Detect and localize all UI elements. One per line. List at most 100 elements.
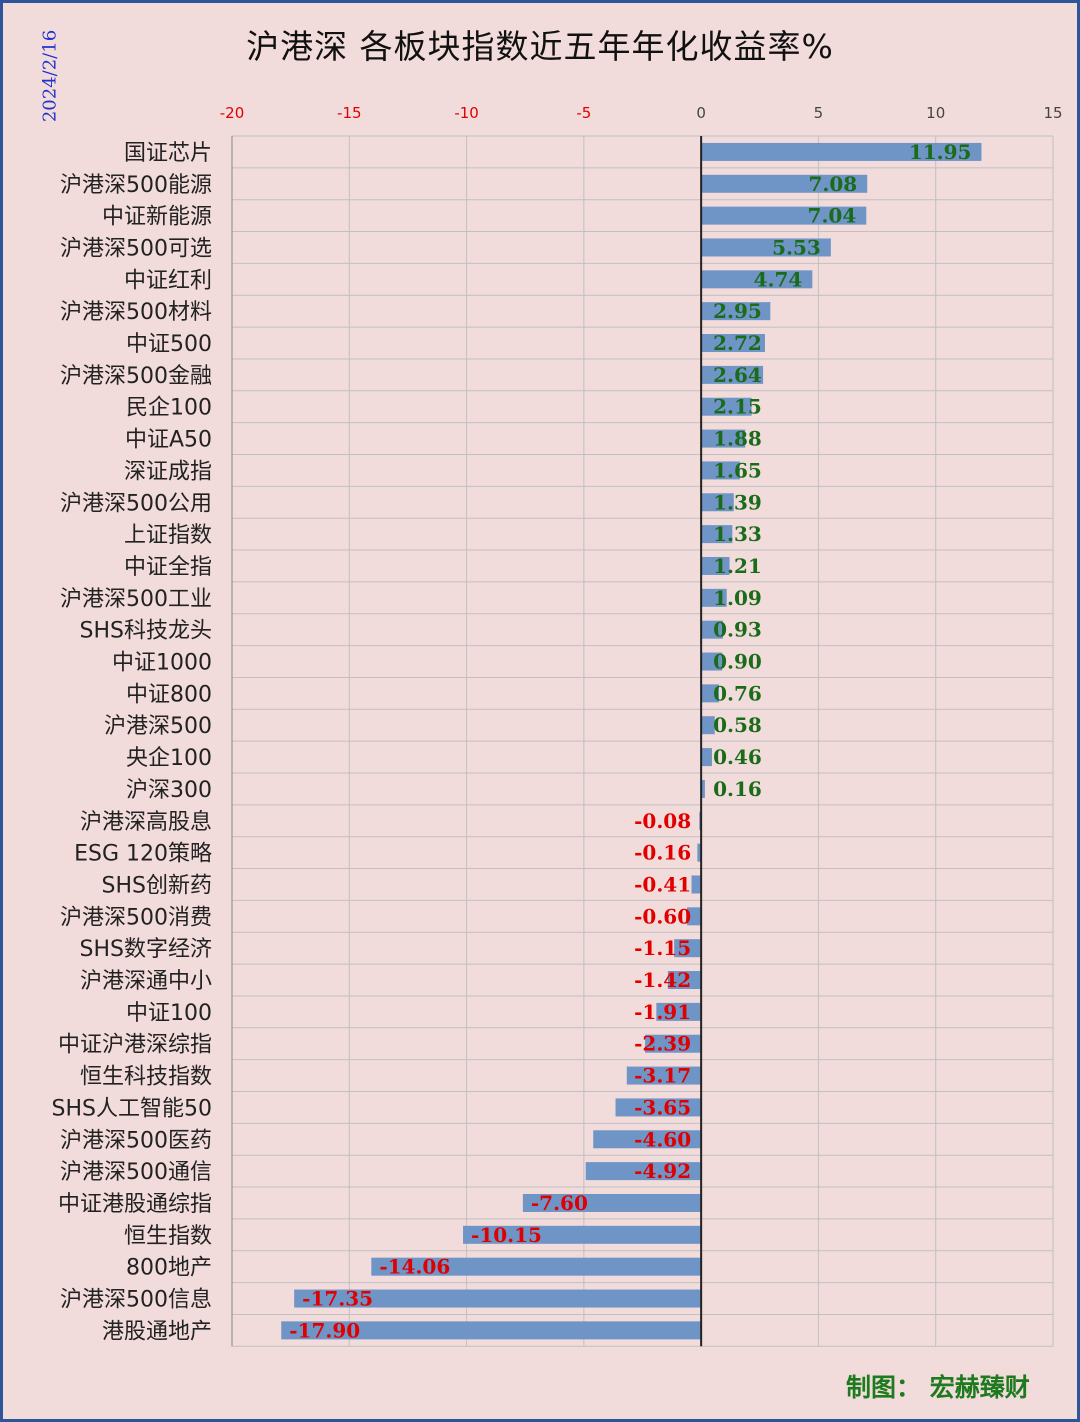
bar bbox=[701, 302, 771, 321]
bar bbox=[701, 397, 752, 416]
data-label: 2.15 bbox=[713, 395, 762, 419]
x-tick-label: 0 bbox=[696, 104, 706, 122]
category-label: 上证指数 bbox=[124, 523, 212, 548]
chart-credit: 制图： 宏赫臻财 bbox=[846, 1373, 1030, 1402]
data-label: 1.65 bbox=[713, 458, 762, 482]
data-label: 1.21 bbox=[713, 554, 762, 578]
category-label: SHS科技龙头 bbox=[80, 619, 212, 644]
bar bbox=[701, 174, 868, 193]
bar bbox=[701, 461, 740, 480]
bar bbox=[701, 716, 715, 735]
data-label: -0.60 bbox=[634, 904, 691, 928]
bar bbox=[701, 206, 867, 225]
bar bbox=[701, 270, 813, 289]
category-label: 恒生指数 bbox=[124, 1224, 212, 1249]
category-label: ESG 120策略 bbox=[74, 842, 212, 867]
category-label: SHS人工智能50 bbox=[52, 1096, 212, 1121]
bar bbox=[687, 907, 702, 926]
category-label: 沪港深500工业 bbox=[60, 587, 212, 612]
category-label: 沪港深500信息 bbox=[60, 1288, 212, 1313]
category-label: 港股通地产 bbox=[102, 1319, 212, 1344]
data-label: -1.15 bbox=[634, 936, 691, 960]
data-label: 2.95 bbox=[713, 299, 762, 323]
data-label: 0.76 bbox=[713, 681, 762, 705]
data-label: -1.42 bbox=[634, 968, 691, 992]
data-label: 0.58 bbox=[713, 713, 762, 737]
bar bbox=[585, 1162, 702, 1181]
bar bbox=[701, 334, 765, 353]
bar bbox=[626, 1066, 702, 1085]
category-label: SHS创新药 bbox=[102, 873, 212, 898]
category-label: 中证沪港深综指 bbox=[58, 1033, 212, 1058]
data-label: -2.39 bbox=[634, 1032, 691, 1056]
category-label: 中证红利 bbox=[124, 268, 212, 293]
category-label: 沪港深500公用 bbox=[60, 491, 212, 516]
category-label: 沪港深500消费 bbox=[60, 905, 212, 930]
data-label: 4.74 bbox=[754, 267, 803, 291]
data-label: 2.72 bbox=[713, 331, 762, 355]
x-tick-label: -10 bbox=[454, 104, 479, 122]
data-label: 0.46 bbox=[713, 745, 762, 769]
x-tick-label: 15 bbox=[1043, 104, 1062, 122]
bar bbox=[615, 1098, 702, 1117]
category-label: 中证800 bbox=[126, 682, 212, 707]
category-label: 中证1000 bbox=[112, 651, 212, 676]
category-label: 中证新能源 bbox=[102, 205, 212, 230]
x-tick-label: 5 bbox=[814, 104, 824, 122]
bar bbox=[691, 875, 702, 894]
bar bbox=[701, 684, 719, 703]
bar bbox=[701, 365, 764, 384]
bar bbox=[674, 939, 702, 958]
data-label: -0.16 bbox=[634, 841, 691, 865]
category-label: 800地产 bbox=[126, 1256, 212, 1281]
bar bbox=[667, 971, 702, 990]
bar bbox=[371, 1257, 702, 1276]
bar bbox=[701, 588, 727, 607]
bar bbox=[701, 779, 705, 798]
data-label: -3.17 bbox=[634, 1064, 691, 1088]
bar bbox=[701, 142, 982, 161]
category-label: 国证芯片 bbox=[124, 141, 212, 166]
category-label: 中证全指 bbox=[124, 555, 212, 580]
category-label: 沪港深500 bbox=[104, 714, 212, 739]
bar bbox=[645, 1034, 702, 1053]
data-label: 7.08 bbox=[809, 172, 858, 196]
bar bbox=[701, 652, 723, 671]
data-label: -4.92 bbox=[634, 1159, 691, 1183]
data-label: 0.16 bbox=[713, 777, 762, 801]
data-label: -7.60 bbox=[531, 1191, 588, 1215]
category-label: SHS数字经济 bbox=[80, 937, 212, 962]
bar bbox=[701, 748, 712, 767]
data-label: 1.33 bbox=[713, 522, 762, 546]
data-label: 1.39 bbox=[713, 490, 762, 514]
bar bbox=[522, 1193, 702, 1212]
data-label: 0.90 bbox=[713, 650, 762, 674]
data-label: 1.88 bbox=[713, 427, 762, 451]
category-label: 沪港深500可选 bbox=[60, 236, 212, 261]
data-label: -10.15 bbox=[471, 1223, 542, 1247]
category-label: 中证100 bbox=[126, 1001, 212, 1026]
category-label: 沪港深通中小 bbox=[80, 969, 212, 994]
category-label: 沪港深500材料 bbox=[60, 300, 212, 325]
bar bbox=[593, 1130, 702, 1149]
x-tick-label: -5 bbox=[576, 104, 591, 122]
category-label: 沪港深高股息 bbox=[80, 810, 212, 835]
bar bbox=[656, 1002, 702, 1021]
x-tick-label: 10 bbox=[926, 104, 945, 122]
data-label: 7.04 bbox=[808, 204, 857, 228]
x-tick-label: -20 bbox=[220, 104, 245, 122]
data-label: 5.53 bbox=[772, 235, 821, 259]
category-label: 沪港深500金融 bbox=[60, 364, 212, 389]
data-label: 2.64 bbox=[713, 363, 762, 387]
data-label: -3.65 bbox=[634, 1095, 691, 1119]
bar bbox=[701, 525, 733, 544]
bar bbox=[701, 429, 746, 448]
category-label: 中证港股通综指 bbox=[58, 1192, 212, 1217]
bar bbox=[701, 620, 723, 639]
category-label: 民企100 bbox=[126, 396, 212, 421]
category-label: 深证成指 bbox=[124, 459, 212, 484]
category-label: 沪港深500能源 bbox=[60, 173, 212, 198]
data-label: -0.08 bbox=[634, 809, 691, 833]
bar bbox=[281, 1321, 702, 1340]
